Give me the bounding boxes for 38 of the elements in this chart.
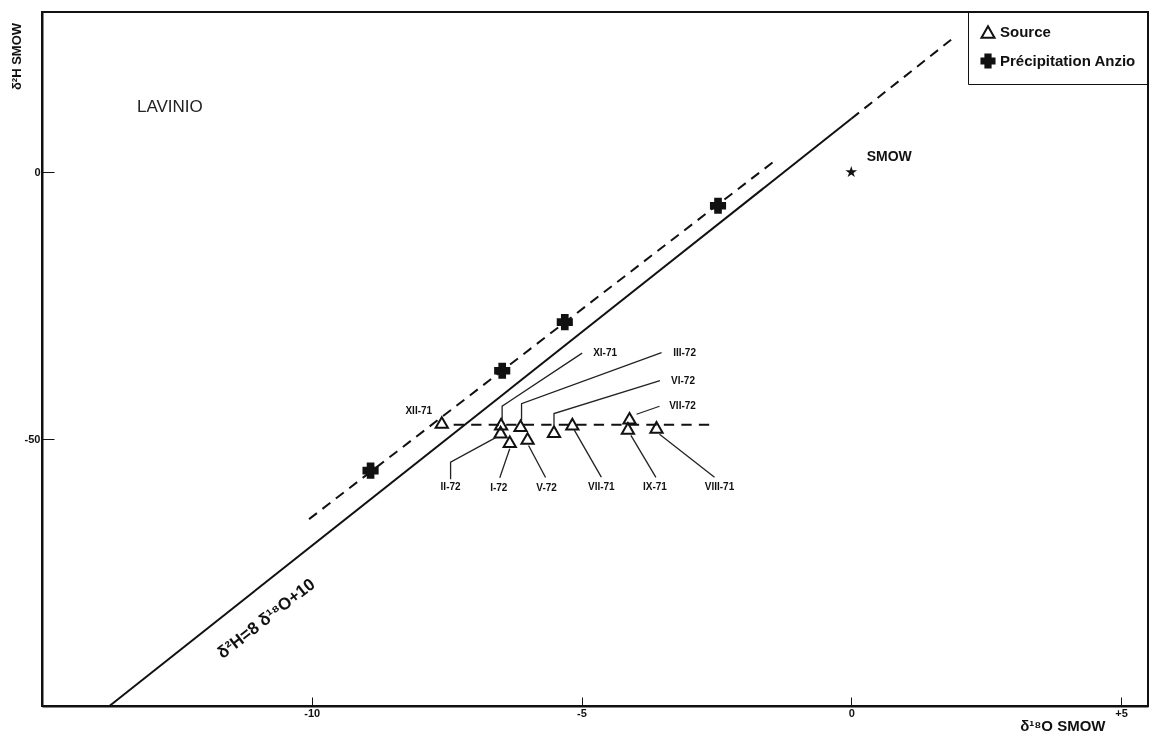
- annotation: VII-72: [669, 400, 697, 412]
- annotation: II-72: [440, 481, 462, 493]
- point: [520, 432, 535, 445]
- annotation: XI-71: [593, 347, 618, 359]
- point: [513, 419, 528, 433]
- y-axis-title: δ²H SMOW: [8, 22, 24, 91]
- point: [494, 417, 509, 431]
- annotation: III-72: [673, 346, 697, 358]
- annotation: VII-71: [588, 481, 616, 493]
- point: [556, 314, 573, 331]
- x-tick-label: +5: [1115, 706, 1128, 719]
- point: [434, 416, 449, 429]
- point: [709, 197, 727, 214]
- point: [546, 425, 562, 438]
- point: [494, 362, 511, 379]
- point: [845, 166, 858, 178]
- point: [502, 435, 517, 449]
- y-tick-label: -50: [24, 432, 41, 445]
- x-tick-label: -10: [304, 706, 321, 719]
- point: [362, 462, 379, 479]
- legend-label: Précipitation Anzio: [1000, 52, 1136, 69]
- point: [622, 411, 637, 425]
- annotation: IX-71: [642, 481, 668, 493]
- point: [493, 425, 508, 439]
- annotation: I-72: [490, 481, 508, 493]
- annotation: XII-71: [405, 404, 433, 416]
- point: [649, 421, 664, 434]
- point: [620, 422, 636, 435]
- annotation: LAVINIO: [137, 97, 203, 116]
- point: [565, 417, 580, 431]
- annotation: VIII-71: [704, 481, 735, 493]
- x-axis-title: δ¹⁸O SMOW: [1020, 716, 1107, 734]
- annotation: SMOW: [866, 148, 913, 165]
- x-tick-label: -5: [577, 706, 587, 719]
- x-tick-label: 0: [848, 706, 855, 719]
- legend-label: Source: [1000, 23, 1051, 40]
- annotation: V-72: [536, 481, 558, 493]
- annotation: VI-72: [671, 374, 696, 386]
